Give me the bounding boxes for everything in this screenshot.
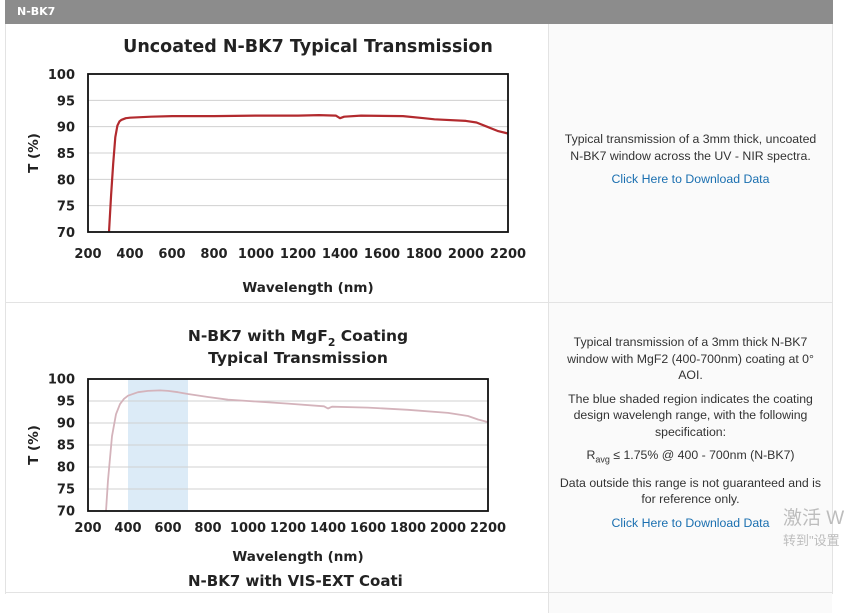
x-tick-label: 200 (74, 521, 101, 536)
y-tick-label: 90 (57, 121, 75, 136)
transmission-line (105, 389, 489, 512)
x-tick-label: 1800 (390, 521, 426, 536)
plot-frame (87, 378, 489, 512)
download-data-link[interactable]: Click Here to Download Data (611, 172, 770, 186)
chart-title: Uncoated N-BK7 Typical Transmission (123, 37, 493, 57)
y-tick-label: 75 (57, 483, 75, 498)
y-tick-label: 100 (48, 68, 75, 83)
plot-frame (87, 73, 509, 233)
x-tick-label: 1200 (270, 521, 306, 536)
transmission-table: Uncoated N-BK7 Typical Transmission 70 75 8… (5, 24, 833, 613)
chart-cell: Uncoated N-BK7 Typical Transmission 70 75 8… (6, 24, 549, 302)
chart-title: N-BK7 with MgF2 Coating (188, 327, 408, 349)
y-tick-label: 100 (48, 373, 75, 388)
x-tick-label: 1000 (230, 521, 266, 536)
y-tick-label: 75 (57, 200, 75, 215)
x-tick-label: 2000 (448, 247, 484, 262)
x-tick-label: 800 (194, 521, 221, 536)
y-tick-label: 80 (57, 461, 75, 476)
x-tick-label: 1400 (322, 247, 358, 262)
y-tick-label: 95 (57, 395, 75, 410)
description-cell (549, 593, 832, 613)
x-tick-label: 1000 (238, 247, 274, 262)
table-row (6, 593, 832, 613)
chart-title-partial: N-BK7 with VIS-EXT Coati (188, 572, 403, 590)
x-tick-label: 1600 (364, 247, 400, 262)
x-tick-label: 1600 (350, 521, 386, 536)
chart-cell: N-BK7 with MgF2 Coating Typical Transmiss… (6, 303, 549, 592)
y-tick-label: 90 (57, 417, 75, 432)
table-row: Uncoated N-BK7 Typical Transmission 70 75 8… (6, 24, 832, 303)
coating-note: The blue shaded region indicates the coa… (568, 391, 813, 439)
chart-title-line2: Typical Transmission (208, 349, 388, 367)
x-axis-label: Wavelength (nm) (232, 549, 363, 565)
y-tick-label: 95 (57, 94, 75, 109)
y-axis-label: T (%) (26, 133, 42, 173)
y-tick-label: 80 (57, 173, 75, 188)
x-tick-label: 2000 (430, 521, 466, 536)
x-tick-label: 1400 (310, 521, 346, 536)
x-tick-label: 600 (154, 521, 181, 536)
description-cell: Typical transmission of a 3mm thick, unc… (549, 24, 832, 302)
section-title: N-BK7 (17, 5, 56, 18)
description-text: Typical transmission of a 3mm thick, unc… (564, 132, 817, 163)
activation-watermark-sub: 转到"设置 (783, 533, 840, 548)
description-text: Typical transmission of a 3mm thick N-BK… (567, 335, 814, 382)
x-tick-label: 400 (116, 247, 143, 262)
x-tick-label: 2200 (470, 521, 506, 536)
x-axis-label: Wavelength (nm) (242, 280, 373, 296)
description-cell: Typical transmission of a 3mm thick N-BK… (549, 303, 832, 592)
coating-spec: Ravg ≤ 1.75% @ 400 - 700nm (N-BK7) (586, 448, 795, 465)
disclaimer-text: Data outside this range is not guarantee… (559, 475, 822, 507)
y-tick-label: 85 (57, 147, 75, 162)
x-tick-label: 800 (200, 247, 227, 262)
y-tick-label: 70 (57, 226, 75, 241)
x-tick-label: 1800 (406, 247, 442, 262)
y-axis-label: T (%) (26, 425, 42, 465)
table-row: N-BK7 with MgF2 Coating Typical Transmiss… (6, 303, 832, 593)
x-tick-label: 1200 (280, 247, 316, 262)
x-tick-label: 2200 (490, 247, 526, 262)
x-tick-label: 200 (74, 247, 101, 262)
x-tick-label: 400 (114, 521, 141, 536)
transmission-chart-uncoated: Uncoated N-BK7 Typical Transmission 70 75 8… (26, 37, 526, 296)
activation-watermark: 激活 W (783, 508, 845, 529)
x-tick-label: 600 (158, 247, 185, 262)
y-tick-label: 85 (57, 439, 75, 454)
download-data-link[interactable]: Click Here to Download Data (611, 515, 770, 530)
chart-cell (6, 593, 549, 613)
section-header: N-BK7 (5, 0, 833, 24)
transmission-line (107, 113, 509, 233)
y-tick-label: 70 (57, 505, 75, 520)
